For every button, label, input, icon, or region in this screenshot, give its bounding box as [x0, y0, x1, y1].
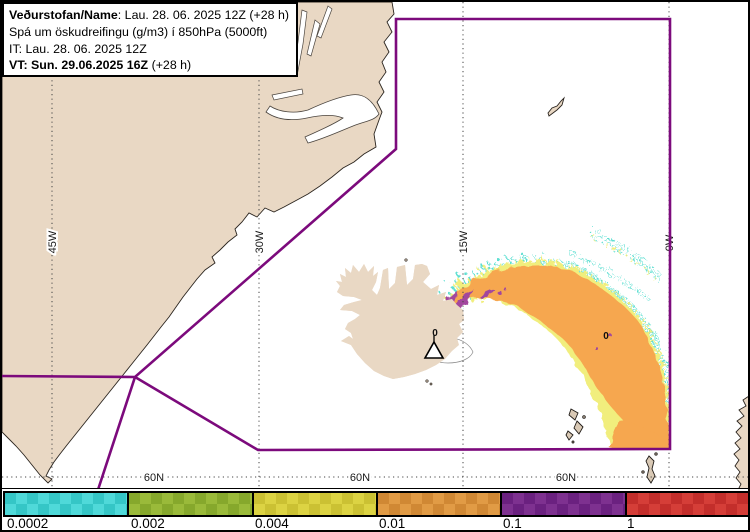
legend-value: 0.004	[255, 516, 289, 531]
greenland-landmass	[2, 2, 395, 484]
cta-boundary	[2, 17, 672, 492]
legend-value: 0.002	[131, 516, 165, 531]
title-line-2: Spá um öskudreifingu (g/m3) í 850hPa (50…	[9, 24, 268, 39]
volcano-marker-icon	[423, 335, 445, 359]
concentration-legend: 0.0002 0.002 0.004 0.01 0.1 1	[2, 488, 748, 531]
islets	[404, 258, 433, 386]
title-box: Veðurstofan/Name: Lau. 28. 06. 2025 12Z …	[2, 2, 298, 77]
legend-value: 0.1	[503, 516, 522, 531]
jan-mayen-island	[547, 96, 565, 117]
zero-contour-label-2: 0	[603, 331, 609, 342]
legend-segment	[500, 493, 625, 515]
fjord-inlets	[265, 5, 380, 144]
legend-segment	[375, 493, 501, 515]
legend-segment	[127, 493, 252, 515]
legend-bar	[3, 491, 748, 517]
ash-plume	[421, 229, 670, 449]
shetland-islands	[641, 452, 658, 484]
faroe-islands	[565, 408, 586, 444]
legend-value: 0.0002	[7, 516, 49, 531]
legend-labels: 0.0002 0.002 0.004 0.01 0.1 1	[3, 516, 748, 531]
forecast-map: 45W 30W 15W 0W 60N 60N 60N 0 0	[2, 2, 748, 492]
legend-segment	[5, 493, 128, 515]
meridian-label-15w: 15W	[458, 230, 470, 253]
parallel-label-60n-1: 60N	[144, 472, 164, 484]
legend-value: 0.01	[379, 516, 406, 531]
zero-contour-label-1: 0	[432, 328, 438, 339]
title-line-4: VT: Sun. 29.06.2025 16Z (+28 h)	[9, 58, 192, 73]
parallel-label-60n-2: 60N	[350, 472, 370, 484]
graticule-labels: 45W 30W 15W 0W 60N 60N 60N	[45, 228, 678, 486]
title-line-3: IT: Lau. 28. 06. 2025 12Z	[9, 41, 147, 56]
title-line-1: Veðurstofan/Name: Lau. 28. 06. 2025 12Z …	[9, 8, 289, 22]
legend-segment	[251, 493, 376, 515]
meridian-label-30w: 30W	[254, 230, 266, 253]
legend-segment	[624, 493, 748, 515]
parallel-label-60n-3: 60N	[556, 472, 576, 484]
meridian-label-45w: 45W	[47, 230, 59, 253]
norway-coast	[733, 396, 748, 492]
legend-value: 1	[627, 516, 635, 531]
